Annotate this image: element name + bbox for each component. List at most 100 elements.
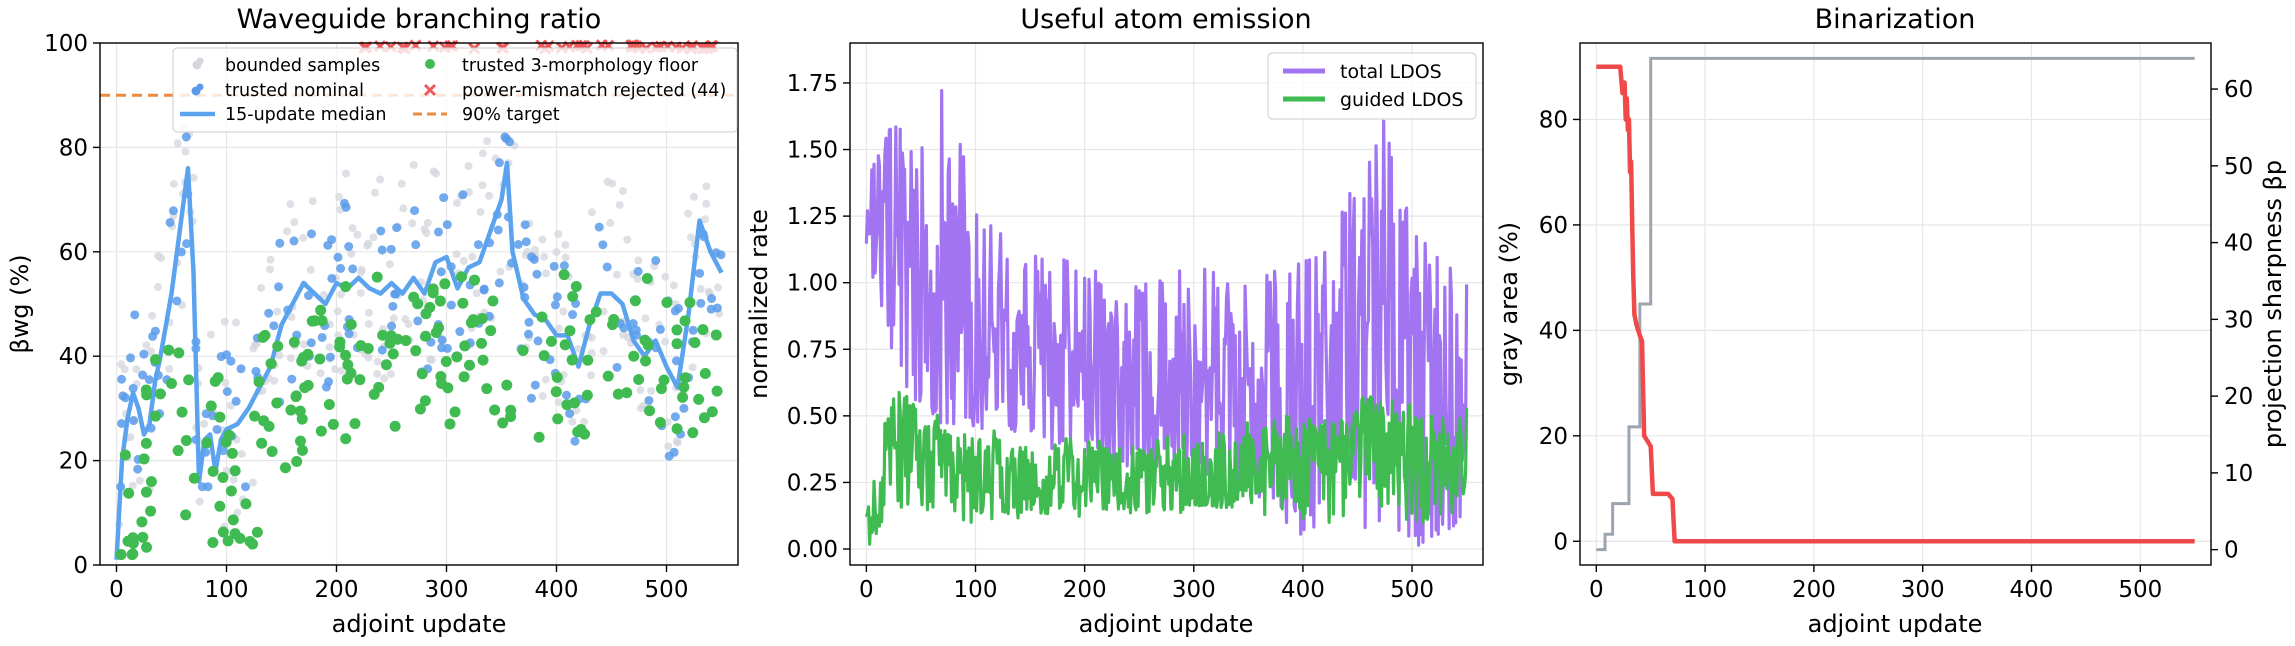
- morphology-floor-point: [119, 449, 131, 461]
- morphology-floor-point: [505, 411, 517, 423]
- morphology-floor-point: [545, 335, 557, 347]
- trusted-nominal-point: [526, 393, 536, 403]
- trusted-nominal-point: [390, 289, 400, 299]
- bounded-sample-point: [126, 433, 135, 442]
- morphology-floor-point: [581, 389, 593, 401]
- x-tick-label: 300: [1172, 577, 1216, 603]
- bounded-sample-point: [669, 281, 678, 290]
- morphology-floor-point: [380, 359, 392, 371]
- morphology-floor-point: [420, 330, 432, 342]
- trusted-nominal-point: [287, 374, 297, 384]
- bounded-sample-point: [408, 219, 417, 228]
- trusted-nominal-point: [439, 193, 449, 203]
- panel-atom-emission: 0 100 200 300 400 500 0.00 0.25 0.50 0.75 1.00 1.2…: [745, 4, 1484, 638]
- morphology-floor-point: [323, 399, 335, 411]
- bounded-sample-point: [478, 149, 487, 158]
- trusted-nominal-point: [307, 229, 317, 239]
- series-lines: [1596, 56, 2195, 552]
- morphology-floor-point: [253, 376, 265, 388]
- trusted-nominal-point: [655, 324, 665, 334]
- bounded-sample-point: [702, 199, 711, 208]
- x-tick-label: 200: [1792, 577, 1836, 603]
- bounded-sample-point: [319, 291, 328, 300]
- bounded-sample-point: [476, 208, 485, 217]
- morphology-floor-point: [621, 387, 633, 399]
- morphology-floor-point: [138, 453, 150, 465]
- trusted-nominal-point: [392, 223, 402, 233]
- bounded-sample-point: [173, 139, 182, 148]
- y-ticks-right: 0 10 20 30 40 50 60: [2211, 77, 2253, 564]
- bounded-sample-point: [299, 233, 308, 242]
- bounded-sample-point: [485, 191, 494, 200]
- bounded-sample-point: [554, 324, 563, 333]
- projection-sharpness-line: [1596, 56, 2195, 552]
- trusted-nominal-point: [336, 263, 346, 273]
- morphology-floor-point: [579, 428, 591, 440]
- trusted-nominal-point: [240, 482, 250, 492]
- x-tick-label: 500: [1390, 577, 1434, 603]
- morphology-floor-point: [469, 274, 481, 286]
- morphology-floor-point: [180, 509, 192, 521]
- morphology-floor-point: [697, 324, 709, 336]
- bounded-sample-point: [200, 419, 209, 428]
- morphology-floor-point: [207, 465, 219, 477]
- morphology-floor-point: [451, 351, 463, 363]
- trusted-nominal-point: [377, 245, 387, 255]
- morphology-floor-point: [226, 447, 238, 459]
- x-tick-label: 100: [954, 577, 998, 603]
- bounded-sample-point: [552, 248, 561, 257]
- bounded-sample-point: [229, 475, 238, 484]
- bounded-sample-point: [232, 318, 241, 327]
- trusted-nominal-point: [144, 375, 154, 385]
- morphology-floor-point: [501, 379, 513, 391]
- trusted-nominal-point: [197, 482, 207, 492]
- legend-item-total: total LDOS: [1283, 61, 1442, 83]
- bounded-sample-point: [356, 288, 365, 297]
- legend-label: total LDOS: [1340, 61, 1442, 83]
- morphology-floor-point: [671, 324, 683, 336]
- bounded-sample-point: [661, 337, 670, 346]
- morphology-floor-point: [458, 371, 470, 383]
- bounded-sample-point: [364, 239, 373, 248]
- y-tick-label: 0: [1553, 529, 1568, 555]
- morphology-floor-point: [449, 406, 461, 418]
- trusted-nominal-point: [348, 264, 358, 274]
- y-right-tick-label: 50: [2224, 154, 2253, 180]
- morphology-floor-point: [671, 338, 683, 350]
- grid: [1580, 43, 2211, 565]
- morphology-floor-point: [689, 337, 701, 349]
- chart-title: Binarization: [1815, 4, 1976, 35]
- morphology-floor-point: [229, 465, 241, 477]
- trusted-nominal-point: [493, 225, 503, 235]
- morphology-floor-point: [123, 487, 135, 499]
- y-axis-label: normalized rate: [745, 209, 773, 399]
- morphology-floor-point: [416, 368, 428, 380]
- y-tick-label: 60: [1539, 213, 1568, 239]
- trusted-nominal-point: [598, 240, 608, 250]
- bounded-sample-point: [452, 198, 461, 207]
- bounded-sample-point: [265, 265, 274, 274]
- trusted-nominal-point: [275, 238, 285, 248]
- bounded-sample-point: [286, 200, 295, 209]
- bounded-sample-point: [337, 366, 346, 375]
- morphology-floor-point: [150, 354, 162, 366]
- x-tick-label: 100: [205, 577, 249, 603]
- bounded-sample-point: [306, 265, 315, 274]
- trusted-nominal-point: [264, 308, 274, 318]
- morphology-floor-point: [244, 536, 256, 548]
- bounded-sample-point: [673, 438, 682, 447]
- morphology-floor-point: [644, 405, 656, 417]
- morphology-floor-point: [140, 437, 152, 449]
- bounded-sample-point: [369, 233, 378, 242]
- morphology-floor-point: [271, 397, 283, 409]
- legend: total LDOS guided LDOS: [1267, 52, 1477, 120]
- morphology-floor-point: [272, 340, 284, 352]
- morphology-floor-point: [679, 372, 691, 384]
- morphology-floor-point: [412, 298, 424, 310]
- morphology-floor-point: [566, 354, 578, 366]
- morphology-floor-point: [590, 306, 602, 318]
- morphology-floor-point: [209, 375, 221, 387]
- bounded-sample-point: [157, 254, 166, 263]
- bounded-sample-point: [364, 319, 373, 328]
- morphology-floor-point: [340, 281, 352, 293]
